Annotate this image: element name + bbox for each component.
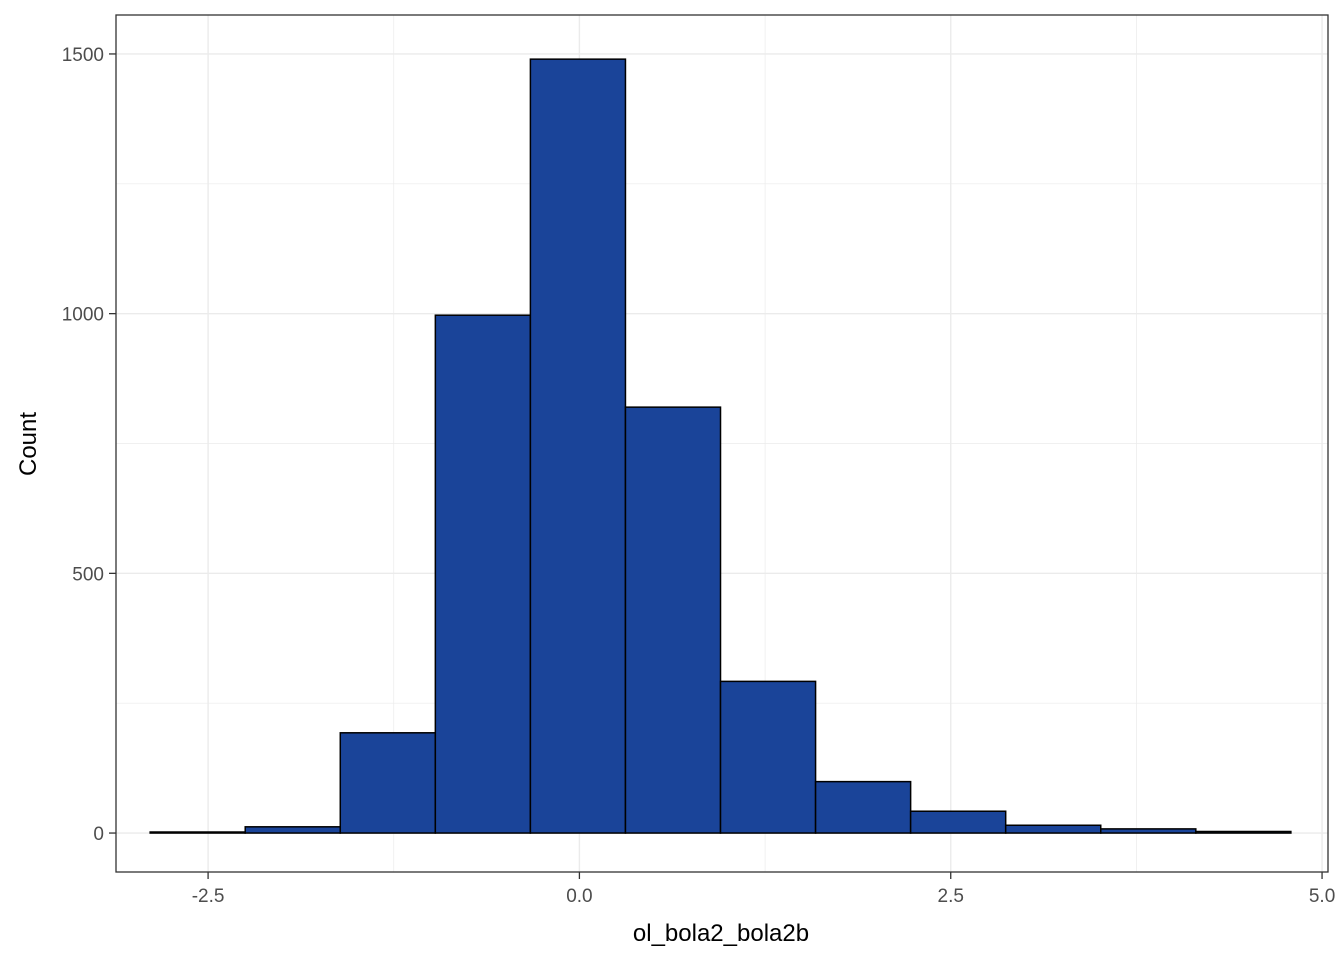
histogram-bar <box>1004 824 1102 834</box>
histogram-bar <box>244 826 342 834</box>
y-tick-label: 1500 <box>62 45 104 66</box>
histogram-bar <box>1195 830 1292 834</box>
histogram-bar <box>814 780 912 834</box>
histogram-bar <box>434 314 532 834</box>
histogram-bar <box>149 831 246 834</box>
x-tick-label: 2.5 <box>938 886 964 907</box>
histogram-bars <box>149 58 1292 834</box>
panel-border <box>115 14 1329 873</box>
y-tick-label: 0 <box>93 824 104 845</box>
y-axis-title: Count <box>15 412 42 476</box>
x-tick-label: 0.0 <box>566 886 592 907</box>
histogram-bar <box>529 58 627 834</box>
x-tick-label: 5.0 <box>1309 886 1335 907</box>
histogram-bar <box>1100 828 1197 834</box>
histogram-bar <box>339 732 437 834</box>
y-tick-label: 1000 <box>62 305 104 326</box>
x-tick-label: -2.5 <box>192 886 225 907</box>
x-axis: -2.5 0.0 2.5 5.0 <box>192 872 1335 907</box>
histogram-bar <box>909 810 1007 834</box>
histogram-bar <box>624 406 722 834</box>
y-tick-label: 500 <box>72 564 104 585</box>
x-axis-title: ol_bola2_bola2b <box>633 920 809 947</box>
y-axis: 0 500 1000 1500 <box>62 45 116 845</box>
histogram-bar <box>719 680 817 834</box>
